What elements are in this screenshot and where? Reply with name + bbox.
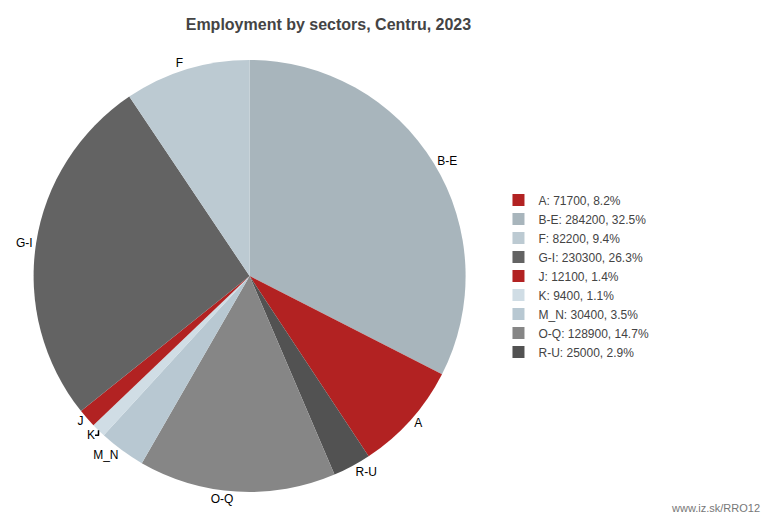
svg-text:J: J: [78, 414, 84, 428]
svg-text:M_N: 30400, 3.5%: M_N: 30400, 3.5%: [538, 308, 638, 322]
svg-text:F: F: [176, 56, 183, 70]
svg-text:B-E: B-E: [437, 154, 457, 168]
svg-text:G-I: 230300, 26.3%: G-I: 230300, 26.3%: [538, 251, 642, 265]
svg-text:F: 82200, 9.4%: F: 82200, 9.4%: [538, 232, 620, 246]
svg-text:J: 12100, 1.4%: J: 12100, 1.4%: [538, 270, 618, 284]
svg-text:R-U: 25000, 2.9%: R-U: 25000, 2.9%: [538, 346, 634, 360]
svg-text:O-Q: O-Q: [211, 492, 234, 506]
svg-text:Employment by sectors, Centru,: Employment by sectors, Centru, 2023: [186, 16, 472, 33]
svg-text:O-Q: 128900, 14.7%: O-Q: 128900, 14.7%: [538, 327, 648, 341]
svg-text:G-I: G-I: [16, 236, 33, 250]
svg-text:A: A: [414, 416, 422, 430]
svg-text:A: 71700, 8.2%: A: 71700, 8.2%: [538, 194, 620, 208]
svg-text:B-E: 284200, 32.5%: B-E: 284200, 32.5%: [538, 213, 646, 227]
svg-text:K: 9400, 1.1%: K: 9400, 1.1%: [538, 289, 614, 303]
svg-text:M_N: M_N: [93, 448, 118, 462]
svg-text:www.iz.sk/RRO12: www.iz.sk/RRO12: [671, 502, 760, 514]
svg-text:K: K: [87, 428, 95, 442]
svg-text:R-U: R-U: [355, 465, 376, 479]
